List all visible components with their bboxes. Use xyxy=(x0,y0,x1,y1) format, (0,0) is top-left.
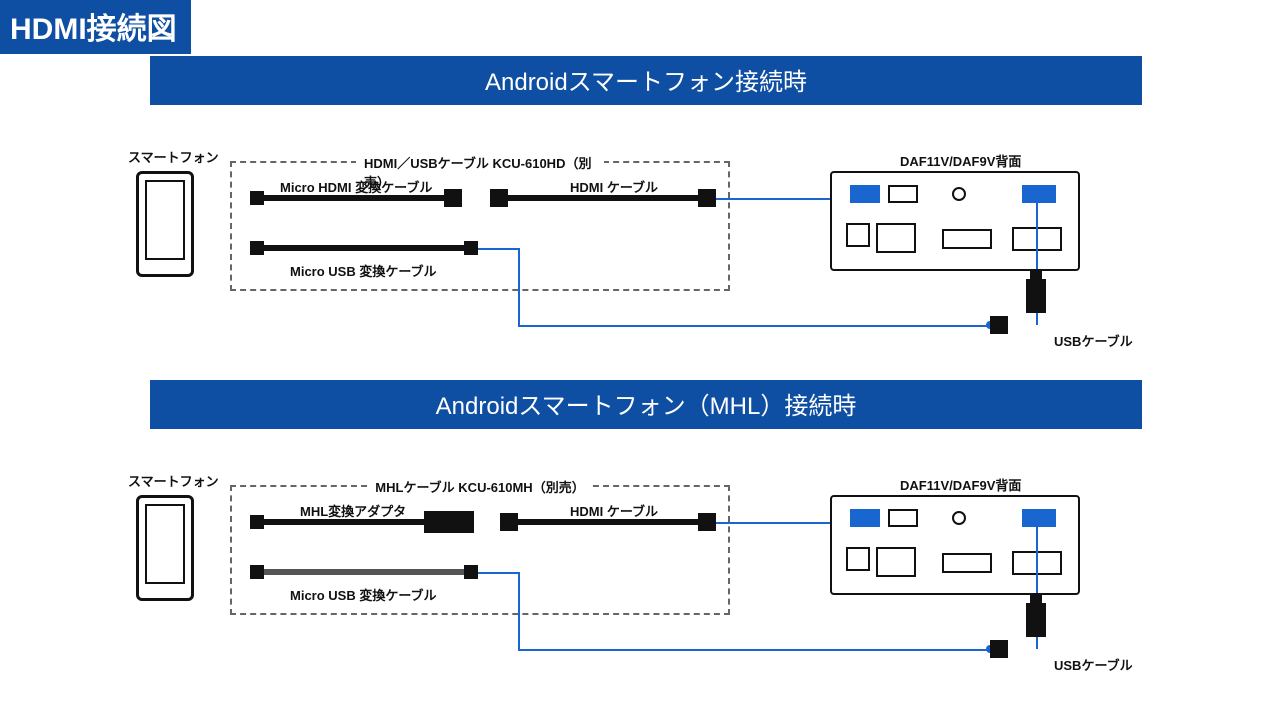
cable-segment xyxy=(518,519,698,525)
cable-segment xyxy=(508,195,698,201)
port-aux-icon xyxy=(952,511,966,525)
section-header: Androidスマートフォン接続時 xyxy=(150,56,1142,105)
usb-plug-icon xyxy=(1026,279,1046,313)
page-title: HDMI接続図 xyxy=(0,0,191,54)
plug-icon xyxy=(990,316,1008,334)
port-usb-icon xyxy=(1022,509,1056,527)
port-icon xyxy=(942,229,992,249)
plug-icon xyxy=(500,513,518,531)
section-header: Androidスマートフォン（MHL）接続時 xyxy=(150,380,1142,429)
plug-icon xyxy=(250,241,264,255)
port-icon xyxy=(876,547,916,577)
usb-cable-label: USBケーブル xyxy=(1054,655,1133,674)
port-icon xyxy=(846,223,870,247)
cable-kit-label: MHLケーブル KCU-610MH（別売） xyxy=(367,477,592,496)
plug-icon xyxy=(250,191,264,205)
plug-icon xyxy=(250,515,264,529)
mhl-adapter-icon xyxy=(424,511,474,533)
plug-icon xyxy=(698,189,716,207)
cable-bottom-label: Micro USB 変換ケーブル xyxy=(290,585,437,604)
usb-cable-label: USBケーブル xyxy=(1054,331,1133,350)
cable-bottom-label: Micro USB 変換ケーブル xyxy=(290,261,437,280)
head-unit-icon xyxy=(830,171,1080,271)
port-hdmi-icon xyxy=(850,185,880,203)
wire-line xyxy=(518,649,990,651)
cable-segment xyxy=(264,519,424,525)
port-hdmi-icon xyxy=(850,509,880,527)
wire-line xyxy=(518,248,520,325)
plug-icon xyxy=(250,565,264,579)
smartphone-icon xyxy=(136,495,194,601)
plug-icon xyxy=(698,513,716,531)
port-icon xyxy=(846,547,870,571)
wire-line xyxy=(518,572,520,649)
diagram-area: スマートフォン HDMI／USBケーブル KCU-610HD（別売） Micro… xyxy=(150,105,1142,395)
cable-top-right-label: HDMI ケーブル xyxy=(570,501,658,520)
port-icon xyxy=(888,185,918,203)
cable-segment xyxy=(264,569,464,575)
wire-line xyxy=(478,572,518,574)
port-icon xyxy=(888,509,918,527)
cable-top-left-label: Micro HDMI 変換ケーブル xyxy=(280,177,432,196)
cable-segment xyxy=(264,245,464,251)
unit-label: DAF11V/DAF9V背面 xyxy=(900,475,1021,494)
wire-line xyxy=(478,248,518,250)
usb-plug-icon xyxy=(1026,603,1046,637)
diagram-area: スマートフォン MHLケーブル KCU-610MH（別売） MHL変換アダプタ … xyxy=(150,429,1142,719)
unit-label: DAF11V/DAF9V背面 xyxy=(900,151,1021,170)
smartphone-label: スマートフォン xyxy=(128,147,219,166)
port-aux-icon xyxy=(952,187,966,201)
section-android-hdmi: Androidスマートフォン接続時 スマートフォン HDMI／USBケーブル K… xyxy=(150,56,1142,395)
plug-icon xyxy=(490,189,508,207)
cable-top-left-label: MHL変換アダプタ xyxy=(300,501,406,520)
cable-top-right-label: HDMI ケーブル xyxy=(570,177,658,196)
wire-line xyxy=(518,325,990,327)
plug-icon xyxy=(990,640,1008,658)
plug-icon xyxy=(444,189,462,207)
port-icon xyxy=(942,553,992,573)
smartphone-label: スマートフォン xyxy=(128,471,219,490)
plug-icon xyxy=(464,241,478,255)
cable-segment xyxy=(264,195,444,201)
section-android-mhl: Androidスマートフォン（MHL）接続時 スマートフォン MHLケーブル K… xyxy=(150,380,1142,719)
head-unit-icon xyxy=(830,495,1080,595)
smartphone-icon xyxy=(136,171,194,277)
plug-icon xyxy=(464,565,478,579)
port-usb-icon xyxy=(1022,185,1056,203)
port-icon xyxy=(876,223,916,253)
